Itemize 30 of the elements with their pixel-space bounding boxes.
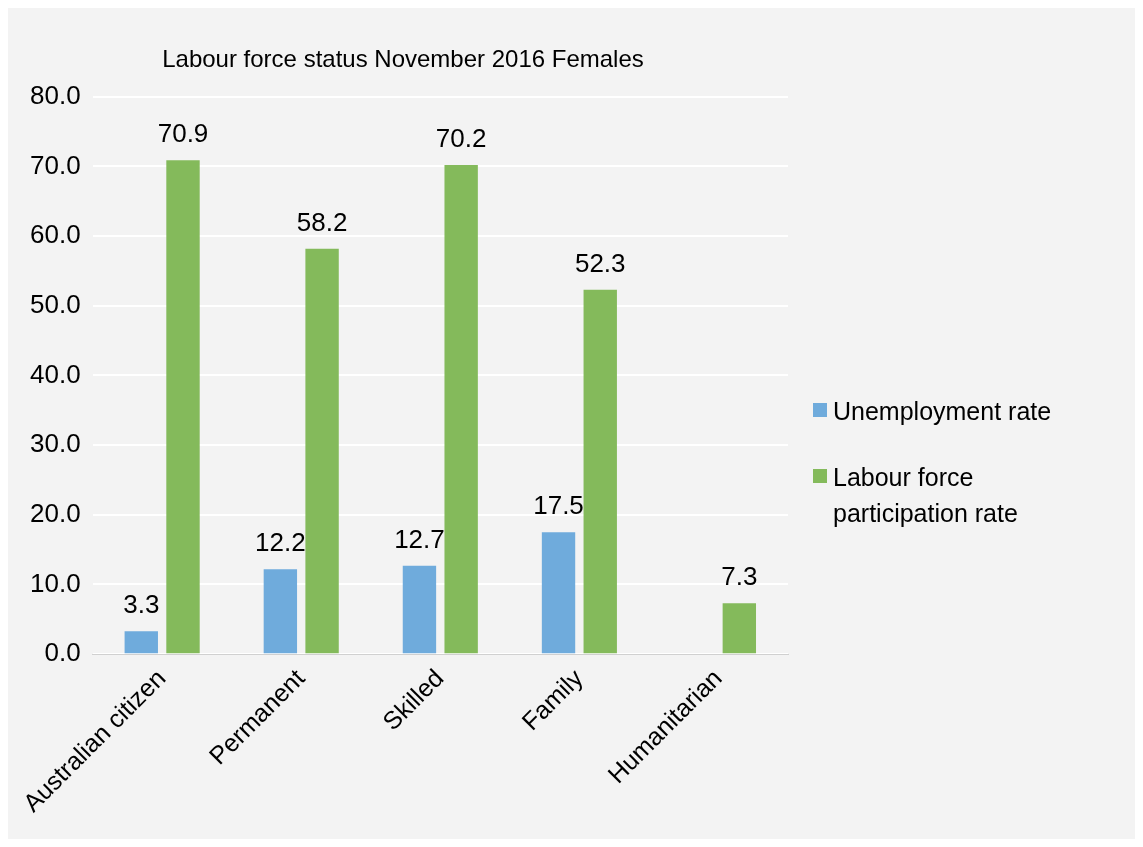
data-label: 70.2	[435, 123, 487, 154]
bar	[124, 631, 158, 654]
bar	[166, 160, 200, 654]
bar	[722, 603, 757, 654]
y-tick-label: 60.0	[29, 219, 81, 250]
data-label: 12.2	[255, 527, 306, 558]
y-tick-label: 70.0	[29, 149, 81, 180]
bar	[305, 248, 339, 654]
y-tick-label: 0.0	[44, 637, 81, 668]
data-label: 58.2	[296, 206, 348, 237]
y-tick-label: 30.0	[29, 428, 81, 459]
y-tick-label: 20.0	[29, 497, 81, 528]
data-label: 52.3	[574, 247, 626, 278]
data-label: 17.5	[533, 490, 584, 521]
legend-label: Unemployment rate	[833, 396, 1053, 427]
y-tick-label: 80.0	[29, 79, 81, 110]
data-label: 3.3	[123, 589, 160, 620]
data-label: 7.3	[721, 561, 758, 592]
data-label: 70.9	[157, 118, 209, 149]
chart-title: Labour force status November 2016 Females	[162, 45, 644, 73]
bar	[583, 289, 617, 654]
legend-label: Labour force participation rate	[833, 462, 1019, 529]
y-tick-label: 50.0	[29, 288, 81, 319]
y-tick-label: 10.0	[29, 567, 81, 598]
bar	[444, 165, 478, 654]
data-label: 12.7	[394, 523, 445, 554]
y-tick-label: 40.0	[29, 358, 81, 389]
bar	[263, 569, 298, 654]
bar	[402, 565, 437, 654]
bar	[541, 532, 576, 654]
